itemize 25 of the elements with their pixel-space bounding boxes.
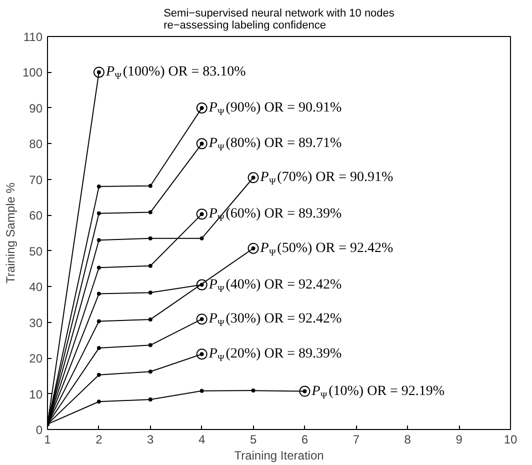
- x-tick-label: 4: [198, 432, 206, 446]
- x-tick-label: 7: [352, 432, 360, 446]
- y-tick-label: 80: [29, 137, 43, 152]
- y-tick-label: 50: [29, 244, 43, 258]
- y-tick-label: 30: [29, 316, 43, 330]
- x-tick-label: 1: [44, 432, 52, 446]
- y-tick-label: 60: [29, 208, 43, 223]
- x-tick-label: 3: [147, 432, 154, 446]
- y-tick-label: 40: [29, 280, 43, 294]
- x-tick-label: 10: [504, 432, 518, 446]
- y-tick-label: 70: [29, 172, 43, 187]
- chart-title: Semi−supervised neural network with 10 nodes re−assessing labeling confidence: [164, 8, 395, 32]
- y-axis-title: Training Sample %: [3, 182, 18, 284]
- y-tick-label: 100: [22, 66, 43, 80]
- x-tick-label: 8: [404, 432, 412, 446]
- x-axis-title: Training Iteration: [234, 448, 324, 462]
- x-tick-label: 9: [456, 432, 463, 446]
- y-tick-label: 20: [29, 352, 43, 366]
- x-tick-label: 5: [250, 432, 257, 446]
- y-tick-label: 90: [29, 101, 43, 116]
- y-tick-label: 0: [36, 423, 43, 437]
- x-tick-label: 6: [301, 432, 308, 446]
- y-tick-label: 10: [29, 387, 43, 402]
- x-tick-label: 2: [96, 432, 103, 446]
- y-tick-label: 110: [23, 30, 43, 44]
